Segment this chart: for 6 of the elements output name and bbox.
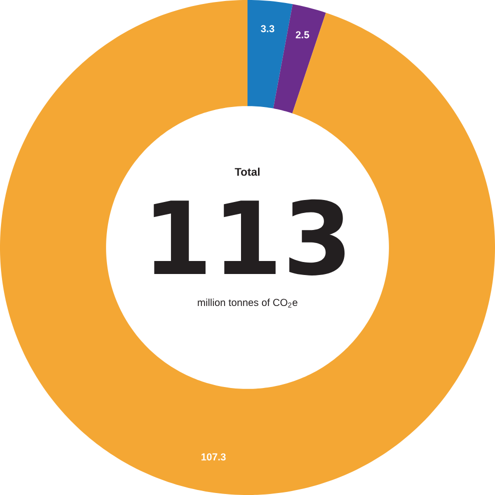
data-label: 3.3 <box>260 25 274 32</box>
text: Total <box>234 168 260 176</box>
text: 113 <box>154 199 345 276</box>
data-label: 107.3 <box>202 453 226 460</box>
data-label: 2.5 <box>296 31 310 38</box>
text: million tonnes of CO$_{2}$e <box>198 298 298 308</box>
